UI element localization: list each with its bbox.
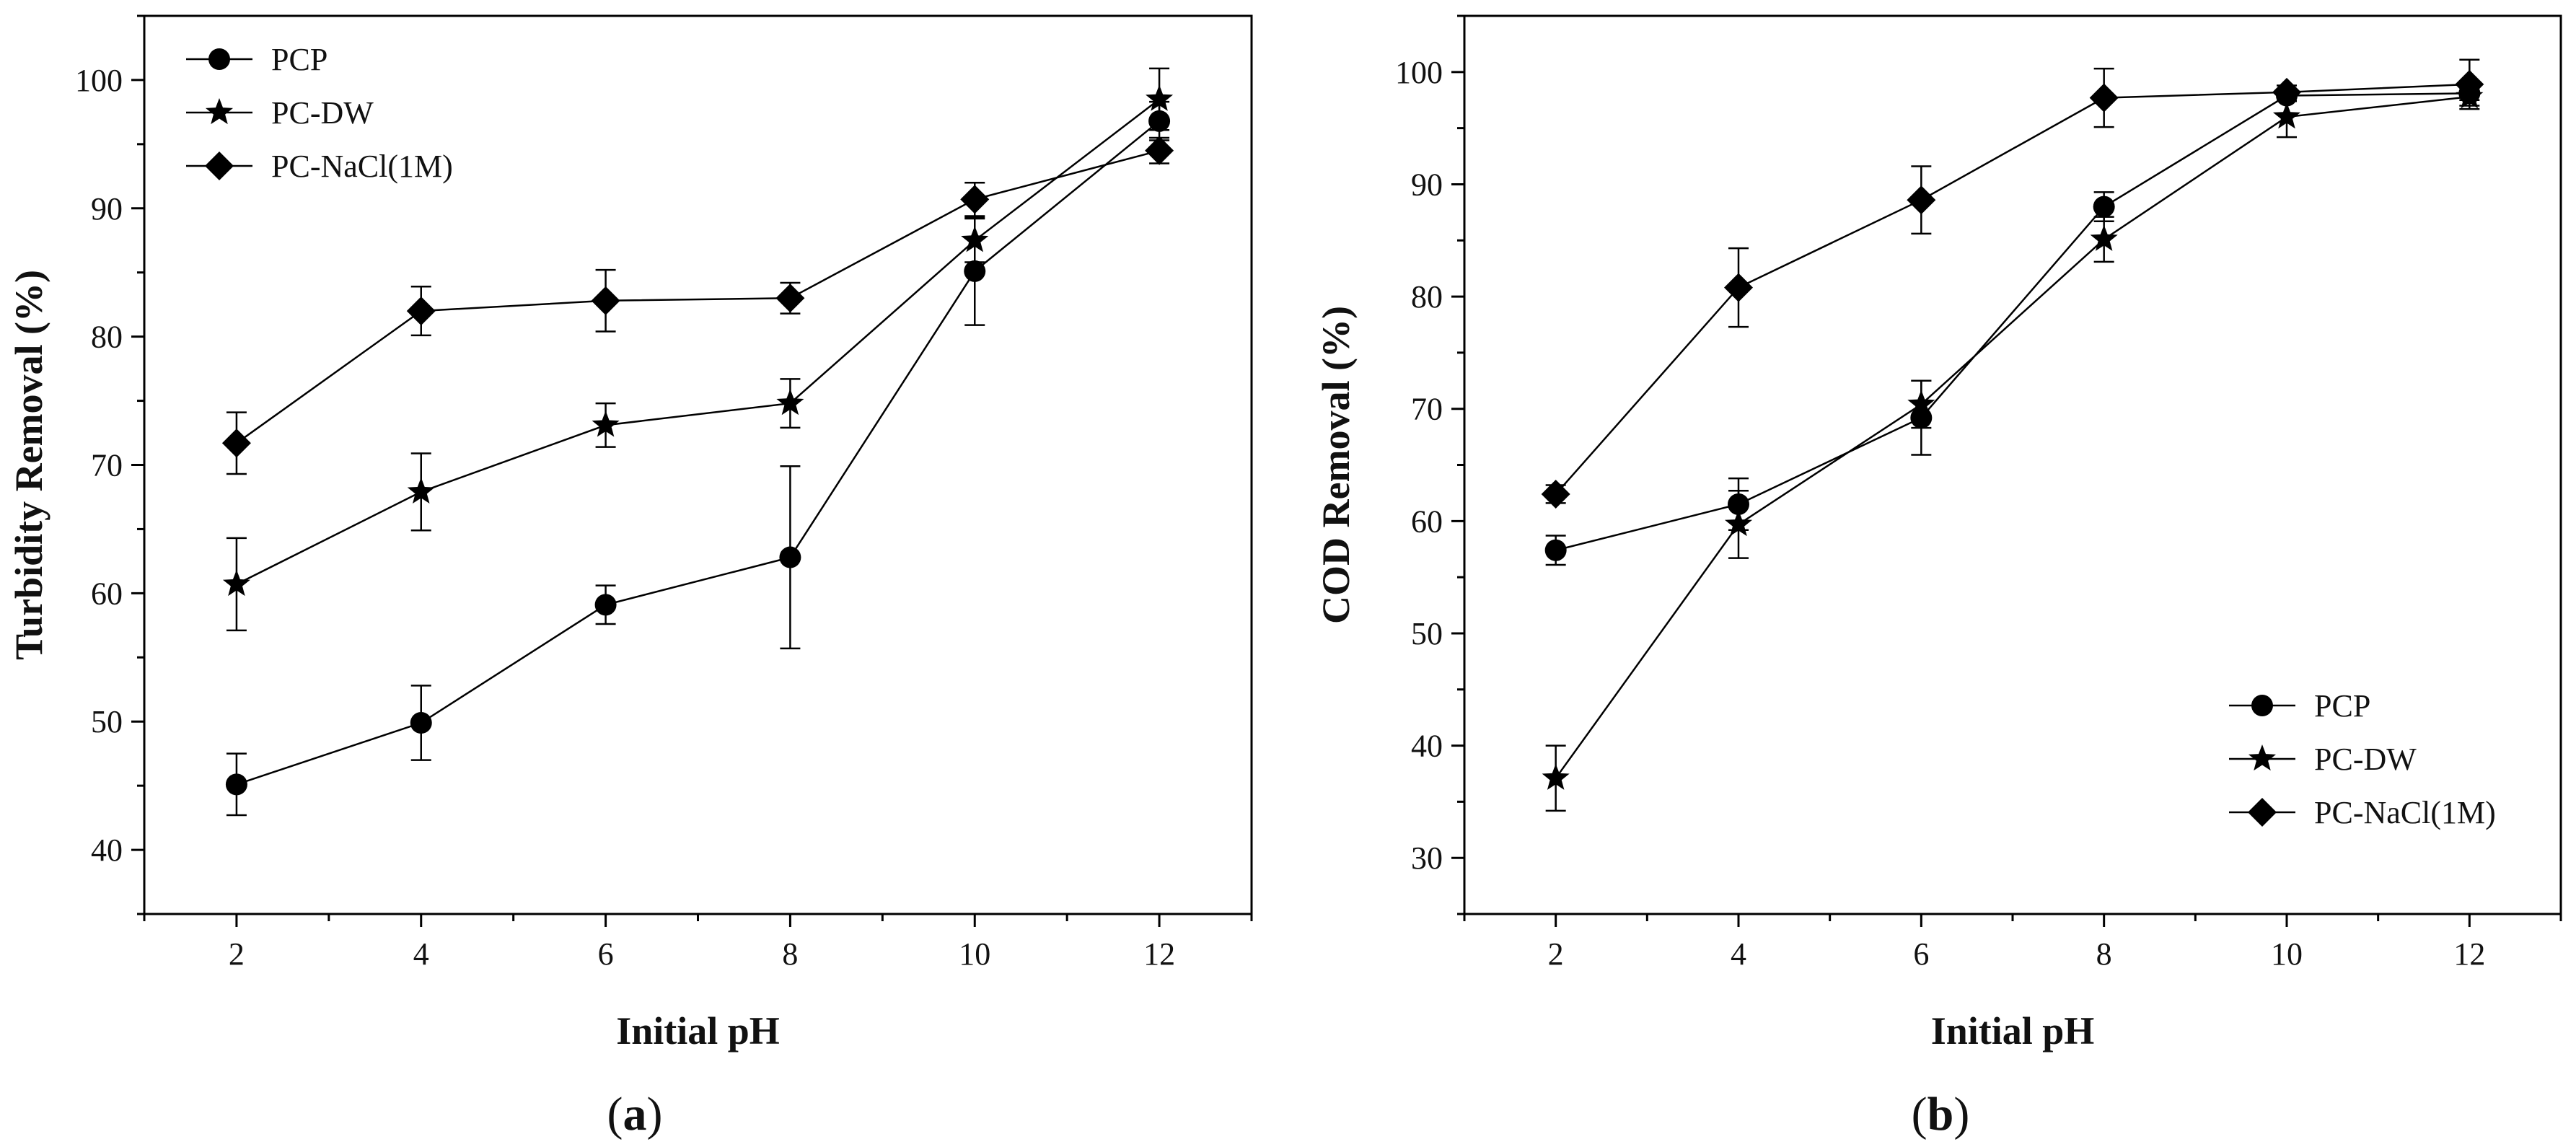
x-tick-label: 10 [2271, 936, 2303, 972]
y-tick-label: 50 [1411, 616, 1443, 651]
x-tick-label: 12 [1143, 936, 1175, 972]
y-tick-label: 70 [91, 448, 123, 483]
series-PC-NaCl(1M) [221, 136, 1174, 475]
data-point [776, 389, 804, 416]
y-tick-label: 50 [91, 704, 123, 739]
data-point [2089, 83, 2119, 113]
legend-label: PCP [271, 42, 328, 77]
x-tick-label: 12 [2453, 936, 2485, 972]
series-line [236, 149, 1160, 444]
legend-label: PC-NaCl(1M) [271, 149, 453, 184]
legend-marker [2248, 798, 2277, 827]
data-point [592, 410, 620, 437]
data-point [779, 546, 801, 568]
chart-panel-a: 2 4 6 8 10 12 40 50 60 70 80 90 100 Initial pH Turbidi… [7, 14, 1253, 1141]
series-PCP [225, 100, 1171, 817]
data-point [1542, 763, 1570, 790]
legend-label: PC-NaCl(1M) [2314, 795, 2496, 830]
panel-label: (a) [607, 1088, 663, 1141]
data-point [2455, 69, 2484, 99]
y-axis-title: Turbidity Removal (%) [7, 270, 50, 660]
data-point [221, 429, 251, 458]
data-point [1544, 539, 1567, 561]
data-point [1907, 185, 1936, 215]
x-tick-label: 6 [598, 936, 614, 972]
legend-marker [205, 98, 234, 125]
series-line [1555, 95, 2470, 779]
y-tick-label: 80 [91, 320, 123, 355]
x-axis-title: Initial pH [1931, 1009, 2095, 1052]
data-point [2272, 102, 2301, 129]
x-tick-label: 2 [229, 936, 245, 972]
y-tick-label: 90 [1411, 167, 1443, 202]
series-line [1555, 92, 2470, 552]
data-point [1146, 84, 1174, 111]
data-point [961, 226, 989, 252]
x-tick-label: 2 [1548, 936, 1564, 972]
y-tick-label: 60 [1411, 504, 1443, 539]
x-tick-label: 8 [782, 936, 798, 972]
x-tick-label: 4 [413, 936, 429, 972]
data-point [2093, 195, 2115, 218]
series-line [236, 120, 1160, 786]
chart-panel-b: 2 4 6 8 10 12 30 40 50 60 70 80 90 100 Initial pH COD R… [1314, 14, 2562, 1141]
data-point [2090, 224, 2118, 251]
legend-marker [205, 151, 234, 180]
data-point [406, 296, 436, 326]
data-point [594, 594, 617, 616]
series-line [1555, 83, 2470, 495]
y-tick-label: 60 [91, 576, 123, 611]
legend-marker [208, 48, 230, 70]
y-tick-label: 30 [1411, 840, 1443, 876]
series-PC-NaCl(1M) [1541, 58, 2484, 509]
data-point [964, 260, 986, 282]
series-PCP [1544, 82, 2481, 566]
data-point [1907, 390, 1935, 416]
y-axis-title: COD Removal (%) [1314, 306, 1358, 624]
legend: PCP PC-DW PC-NaCl(1M) [2229, 688, 2496, 830]
data-point [1145, 136, 1174, 165]
panel-label: (b) [1912, 1088, 1970, 1141]
y-tick-label: 40 [91, 832, 123, 868]
plot-frame [1463, 14, 2562, 915]
x-axis-title: Initial pH [616, 1009, 780, 1052]
x-tick-label: 8 [2096, 936, 2112, 972]
y-tick-label: 40 [1411, 729, 1443, 764]
data-point [1724, 273, 1753, 302]
y-tick-label: 80 [1411, 279, 1443, 315]
x-tick-label: 4 [1731, 936, 1746, 972]
y-tick-label: 100 [1395, 55, 1443, 90]
data-point [1541, 479, 1570, 509]
y-tick-label: 90 [91, 191, 123, 227]
data-point [410, 711, 432, 734]
data-point [225, 773, 247, 796]
legend-marker [2251, 695, 2273, 716]
data-point [1724, 509, 1753, 537]
y-tick-label: 100 [75, 63, 123, 98]
series-line [236, 98, 1160, 586]
x-tick-label: 10 [959, 936, 990, 972]
data-point [960, 185, 990, 214]
data-point [775, 284, 805, 313]
data-point [222, 569, 250, 597]
legend-marker [2248, 744, 2277, 771]
data-point [2272, 77, 2301, 107]
x-tick-label: 6 [1913, 936, 1929, 972]
series-PC-DW [222, 67, 1174, 632]
data-point [591, 286, 620, 315]
legend-label: PCP [2314, 688, 2370, 724]
legend-label: PC-DW [271, 95, 374, 131]
legend: PCP PC-DW PC-NaCl(1M) [186, 42, 453, 184]
data-point [407, 477, 435, 504]
legend-label: PC-DW [2314, 742, 2417, 777]
y-tick-label: 70 [1411, 392, 1443, 427]
